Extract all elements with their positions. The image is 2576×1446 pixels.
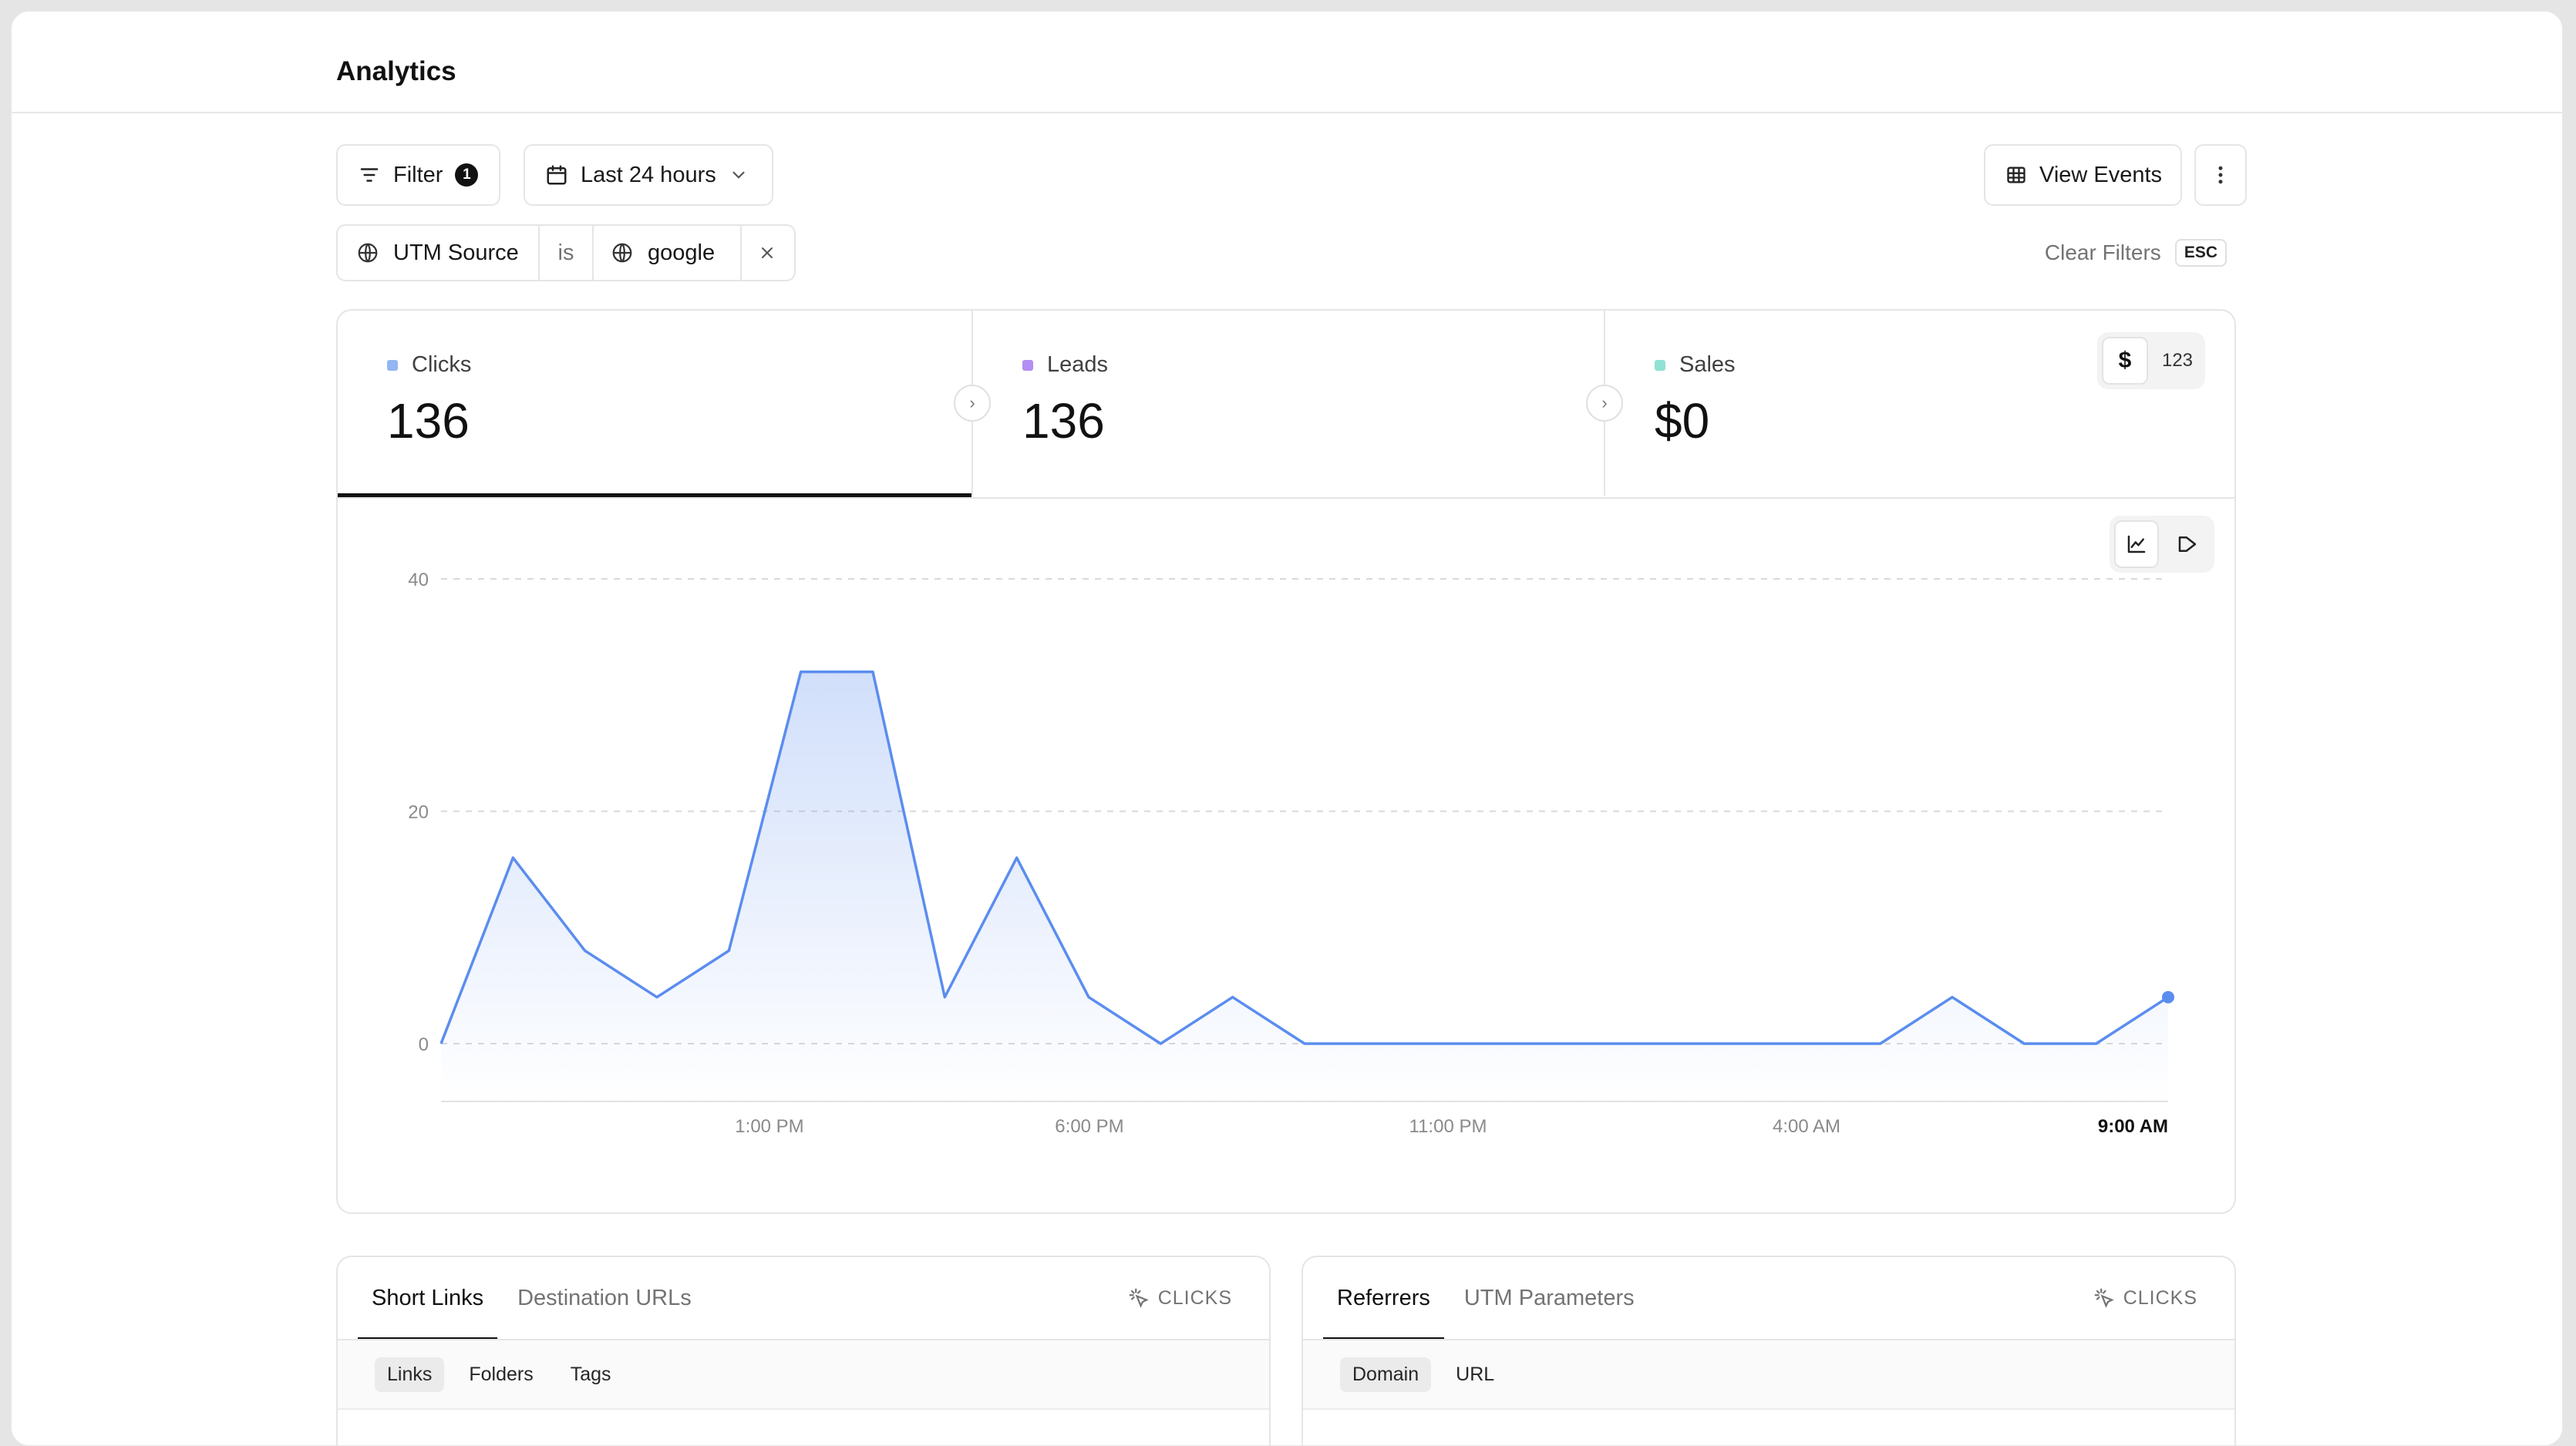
currency-toggle-option[interactable]: $: [2102, 337, 2148, 385]
tab-short-links[interactable]: Short Links: [357, 1257, 498, 1340]
chevron-down-icon: [732, 171, 745, 179]
clicks-chart: 0 20 40 1:00 PM 6:00 PM 11:00 PM 4:00 AM 9:00 …: [408, 570, 2174, 1137]
x-tick-label: 4:00 AM: [1773, 1116, 1840, 1137]
x-tick-label: 11:00 PM: [1409, 1116, 1487, 1137]
links-panel-metric[interactable]: CLICKS: [1127, 1286, 1232, 1310]
count-toggle-option[interactable]: 123: [2161, 350, 2194, 371]
data-point: [2162, 990, 2174, 1004]
active-filter-chip: UTM Source is google: [336, 224, 796, 281]
metric-leads-label-row: Leads: [1022, 352, 1108, 378]
chevron-right-icon: ›: [954, 385, 991, 422]
tab-utm-parameters[interactable]: UTM Parameters: [1463, 1285, 1635, 1310]
app-window: Analytics Filter 1 Last 24 hours View Ev…: [11, 11, 2563, 1446]
view-events-button[interactable]: View Events: [1984, 144, 2182, 206]
metric-clicks-label-row: Clicks: [387, 352, 471, 378]
y-tick-label: 20: [408, 802, 429, 823]
analytics-card: Clicks 136 › Leads 136 ›: [336, 309, 2236, 1214]
filter-count-badge: 1: [455, 163, 479, 187]
metric-sales[interactable]: Sales $0: [1605, 311, 2234, 496]
clear-filters-label[interactable]: Clear Filters: [2044, 240, 2161, 264]
globe-icon: [612, 243, 632, 263]
globe-icon: [358, 243, 378, 263]
filter-operator-label: is: [557, 240, 574, 265]
referrers-panel: Referrers UTM Parameters CLICKS Domain U…: [1301, 1256, 2236, 1445]
metric-clicks-value: 136: [387, 393, 470, 449]
calendar-icon: [547, 165, 567, 185]
table-icon: [2007, 166, 2025, 183]
subtab-links[interactable]: Links: [375, 1357, 445, 1392]
cursor-click-icon: [2094, 1288, 2114, 1308]
metric-leads-value: 136: [1022, 393, 1105, 449]
filter-field[interactable]: UTM Source: [338, 226, 540, 280]
date-range-label: Last 24 hours: [581, 162, 716, 187]
sales-unit-toggle: $ 123: [2097, 332, 2205, 389]
referrers-panel-metric-label: CLICKS: [2123, 1286, 2197, 1309]
series-line: [439, 670, 2169, 1045]
cursor-click-icon: [1129, 1288, 1149, 1308]
series-area: [441, 671, 2168, 1101]
leads-color-dot: [1022, 359, 1033, 371]
chart-view-toggle: [2110, 516, 2214, 573]
filter-value-label: google: [648, 240, 716, 265]
referrers-panel-metric[interactable]: CLICKS: [2093, 1286, 2197, 1310]
filter-field-label: UTM Source: [393, 240, 519, 265]
esc-shortcut-badge: ESC: [2174, 239, 2227, 267]
y-tick-label: 40: [408, 570, 429, 590]
links-panel-metric-label: CLICKS: [1157, 1286, 1232, 1309]
metric-leads[interactable]: Leads 136: [973, 311, 1604, 496]
divider: [338, 1339, 1269, 1340]
links-panel-subtabs: Links Folders Tags: [338, 1340, 1269, 1410]
metric-clicks[interactable]: Clicks 136: [338, 311, 971, 497]
subtab-tags[interactable]: Tags: [570, 1363, 611, 1385]
close-icon: [762, 247, 773, 258]
metric-tabs: Clicks 136 › Leads 136 ›: [338, 311, 2234, 499]
referrers-panel-tabs: Referrers UTM Parameters: [1323, 1257, 1635, 1340]
x-tick-label: 6:00 PM: [1055, 1116, 1123, 1137]
divider: [1303, 1339, 2234, 1340]
sales-color-dot: [1655, 359, 1665, 371]
metric-leads-label: Leads: [1047, 352, 1109, 377]
remove-filter-button[interactable]: [742, 226, 793, 280]
filter-operator[interactable]: is: [540, 226, 594, 280]
filter-button[interactable]: Filter 1: [336, 144, 500, 206]
clicks-color-dot: [387, 359, 398, 371]
x-tick-label: 1:00 PM: [735, 1116, 803, 1137]
referrers-panel-subtabs: Domain URL: [1303, 1340, 2234, 1410]
subtab-folders[interactable]: Folders: [469, 1363, 534, 1385]
filter-value[interactable]: google: [594, 226, 742, 280]
x-tick-label: 9:00 AM: [2098, 1116, 2168, 1137]
metric-sales-value: $0: [1655, 393, 1710, 449]
more-vertical-icon: [2218, 166, 2223, 184]
funnel-icon[interactable]: [2165, 520, 2210, 568]
filter-icon: [360, 168, 379, 182]
links-panel-tabs: Short Links Destination URLs: [357, 1257, 692, 1340]
line-chart-icon[interactable]: [2114, 520, 2159, 568]
metric-sales-label: Sales: [1679, 352, 1736, 377]
y-tick-label: 0: [419, 1034, 429, 1055]
tab-referrers[interactable]: Referrers: [1323, 1257, 1444, 1340]
metric-sales-label-row: Sales: [1655, 352, 1736, 378]
view-events-label: View Events: [2039, 162, 2163, 187]
metric-clicks-label: Clicks: [412, 352, 472, 377]
page-title: Analytics: [336, 56, 456, 86]
date-range-button[interactable]: Last 24 hours: [524, 144, 773, 206]
clear-filters[interactable]: Clear Filters ESC: [2045, 239, 2227, 267]
subtab-domain[interactable]: Domain: [1340, 1357, 1432, 1392]
filter-label: Filter: [393, 162, 443, 187]
top-bar: Analytics: [12, 12, 2562, 113]
links-panel: Short Links Destination URLs CLICKS Link…: [336, 1256, 1271, 1445]
tab-destination-urls[interactable]: Destination URLs: [517, 1285, 692, 1310]
more-options-button[interactable]: [2194, 144, 2247, 206]
subtab-url[interactable]: URL: [1456, 1363, 1495, 1385]
chevron-right-icon: ›: [1586, 385, 1623, 422]
